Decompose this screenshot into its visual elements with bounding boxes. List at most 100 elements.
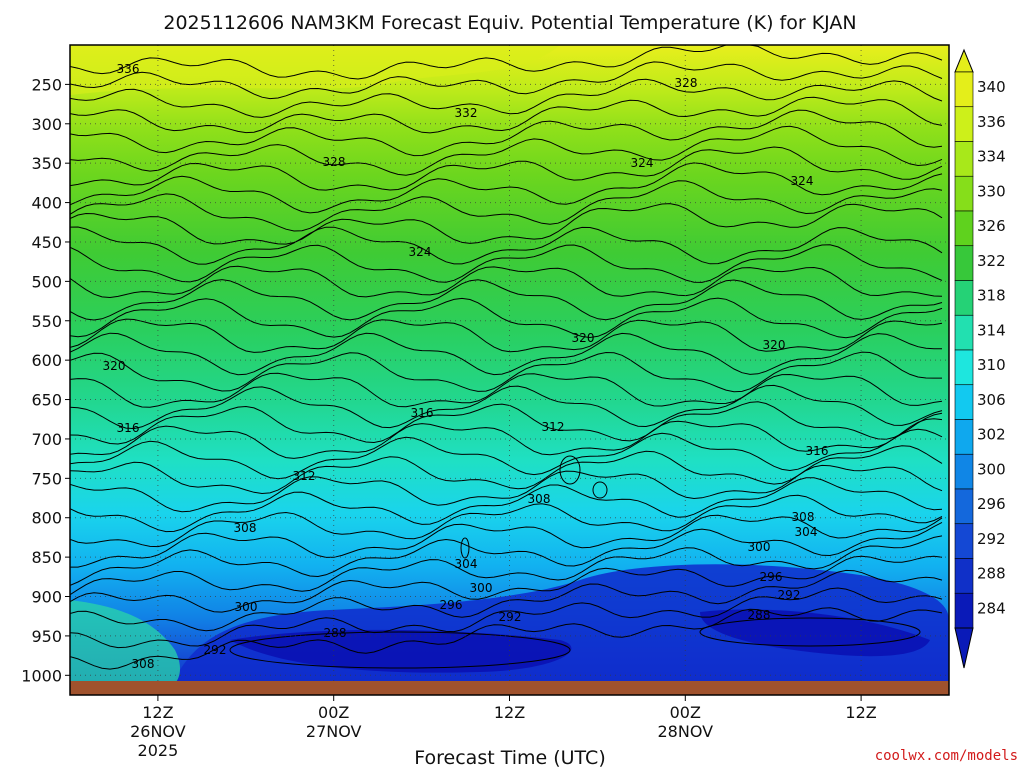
contour-label-19: 304 bbox=[795, 525, 818, 539]
y-tick-label-600: 600 bbox=[31, 351, 62, 370]
contour-line-16 bbox=[70, 332, 942, 376]
contour-line-0 bbox=[70, 45, 943, 80]
contour-line-1 bbox=[70, 61, 943, 100]
contour-label-17: 308 bbox=[234, 521, 257, 535]
coldest-core-region-2 bbox=[700, 609, 930, 657]
contour-line-22 bbox=[70, 428, 943, 480]
contour-line-13 bbox=[70, 279, 943, 321]
y-tick-label-850: 850 bbox=[31, 548, 62, 567]
contour-label-1: 332 bbox=[455, 106, 478, 120]
colorbar-swatch-11 bbox=[954, 453, 974, 490]
contour-label-18: 304 bbox=[455, 557, 478, 571]
contour-label-10: 316 bbox=[117, 421, 140, 435]
contour-label-25: 292 bbox=[499, 610, 522, 624]
colorbar-label-302: 302 bbox=[977, 426, 1006, 444]
contour-label-28: 288 bbox=[324, 626, 347, 640]
contour-label-2: 328 bbox=[675, 76, 698, 90]
colorbar-label-310: 310 bbox=[977, 356, 1006, 374]
colorbar-label-296: 296 bbox=[977, 495, 1006, 513]
y-tick-label-450: 450 bbox=[31, 233, 62, 252]
contour-line-19 bbox=[70, 384, 943, 430]
colorbar-swatch-12 bbox=[954, 488, 974, 525]
colorbar-label-292: 292 bbox=[977, 530, 1006, 548]
colorbar-label-326: 326 bbox=[977, 217, 1006, 235]
contour-line-21 bbox=[70, 418, 943, 459]
contour-line-10 bbox=[70, 226, 943, 265]
colorbar-bottom-arrow bbox=[954, 627, 974, 669]
colorbar-swatch-10 bbox=[954, 419, 974, 455]
colorbar-label-288: 288 bbox=[977, 565, 1006, 583]
colorbar-swatch-13 bbox=[954, 523, 974, 559]
contour-label-4: 324 bbox=[409, 245, 432, 259]
contour-label-group: 336 332 328 328 324 324 324 320 320 320 316 316 316 3… bbox=[103, 62, 829, 671]
colorbar-swatch-1 bbox=[954, 106, 974, 142]
colorbar: 340 336 334 330 326 322 318 314 310 306 302 300 296 2… bbox=[954, 48, 1006, 669]
y-tick-label-250: 250 bbox=[31, 75, 62, 94]
contour-line-5 bbox=[70, 125, 943, 176]
y-tick-label-550: 550 bbox=[31, 312, 62, 331]
y-tick-label-700: 700 bbox=[31, 430, 62, 449]
warm-lowlevel-region bbox=[70, 600, 180, 690]
colorbar-label-318: 318 bbox=[977, 287, 1006, 305]
contour-label-30: 308 bbox=[132, 657, 155, 671]
colorbar-swatch-0 bbox=[954, 71, 974, 108]
x-tick-label-2: 12Z bbox=[494, 703, 525, 722]
contour-line-7 bbox=[70, 162, 943, 214]
gridlines bbox=[70, 45, 949, 681]
colorbar-swatch-6 bbox=[954, 280, 974, 316]
y-tick-label-1000: 1000 bbox=[21, 666, 62, 685]
colorbar-swatch-8 bbox=[954, 349, 974, 386]
ground-strip bbox=[70, 681, 949, 695]
colorbar-swatch-7 bbox=[954, 314, 974, 351]
contour-line-24 bbox=[70, 464, 943, 513]
contour-label-29: 288 bbox=[748, 608, 771, 622]
contour-line-30 bbox=[70, 555, 943, 613]
contour-label-11: 316 bbox=[411, 406, 434, 420]
contour-line-17 bbox=[70, 351, 942, 393]
contour-line-28 bbox=[70, 521, 943, 586]
contour-label-13: 312 bbox=[542, 420, 565, 434]
contour-lines bbox=[70, 45, 943, 670]
contour-label-20: 300 bbox=[470, 581, 493, 595]
colorbar-swatch-5 bbox=[954, 245, 974, 281]
contour-label-21: 300 bbox=[235, 600, 258, 614]
colorbar-swatch-4 bbox=[954, 210, 974, 247]
colorbar-label-300: 300 bbox=[977, 460, 1006, 478]
x-date-label-1: 27NOV bbox=[306, 722, 362, 741]
contour-line-15 bbox=[70, 318, 943, 353]
contour-label-12: 316 bbox=[806, 444, 829, 458]
colorbar-label-306: 306 bbox=[977, 391, 1006, 409]
x-tick-label-0: 12Z bbox=[142, 703, 173, 722]
y-tick-label-500: 500 bbox=[31, 272, 62, 291]
contour-line-31 bbox=[70, 569, 943, 632]
contour-loop-4 bbox=[460, 537, 470, 559]
contour-loop-3 bbox=[592, 481, 608, 499]
colorbar-label-314: 314 bbox=[977, 321, 1006, 339]
y-tick-label-900: 900 bbox=[31, 588, 62, 607]
x-axis-title: Forecast Time (UTC) bbox=[414, 747, 605, 768]
contour-label-3: 328 bbox=[323, 155, 346, 169]
contour-label-5: 324 bbox=[631, 156, 654, 170]
contour-label-27: 292 bbox=[204, 643, 227, 657]
contour-line-8 bbox=[70, 180, 943, 232]
contour-line-18 bbox=[70, 372, 943, 408]
colorbar-swatch-9 bbox=[954, 384, 974, 420]
contour-label-7: 320 bbox=[103, 359, 126, 373]
x-year-label-0: 2025 bbox=[138, 741, 179, 760]
contour-label-14: 312 bbox=[293, 469, 316, 483]
contour-line-2 bbox=[70, 78, 943, 118]
contour-line-9 bbox=[70, 203, 943, 245]
contour-line-25 bbox=[70, 477, 943, 533]
contour-label-9: 320 bbox=[763, 338, 786, 352]
contour-line-29 bbox=[70, 535, 943, 596]
y-tick-label-750: 750 bbox=[31, 469, 62, 488]
x-tick-label-3: 00Z bbox=[670, 703, 701, 722]
contour-loop-2 bbox=[559, 455, 581, 485]
contour-label-8: 320 bbox=[572, 331, 595, 345]
chart-title: 2025112606 NAM3KM Forecast Equiv. Potent… bbox=[163, 12, 856, 34]
contour-label-16: 308 bbox=[792, 510, 815, 524]
colorbar-top-arrow bbox=[954, 48, 974, 73]
colorbar-swatch-14 bbox=[954, 558, 974, 594]
